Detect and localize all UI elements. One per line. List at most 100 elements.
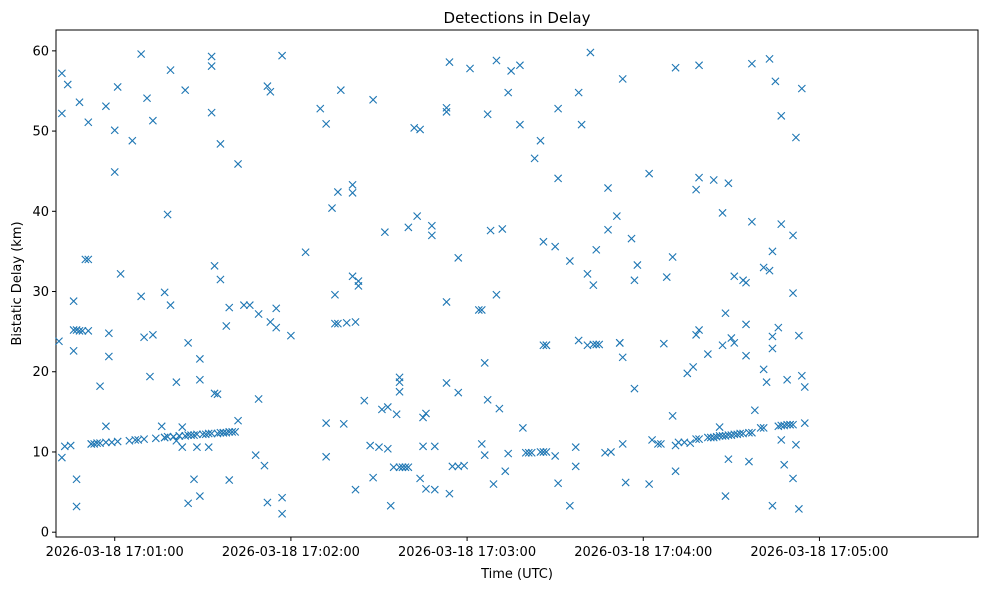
data-point [768, 247, 777, 256]
data-point [207, 429, 216, 438]
data-point [724, 455, 733, 464]
data-point [662, 273, 671, 282]
plot-frame [55, 29, 979, 538]
data-point [57, 453, 66, 462]
data-point [454, 253, 463, 262]
data-point [695, 326, 704, 335]
data-point [421, 409, 430, 418]
data-point [228, 427, 237, 436]
data-point [742, 351, 751, 360]
data-point [137, 292, 146, 301]
data-point [480, 451, 489, 460]
data-point [653, 439, 662, 448]
data-point [539, 237, 548, 246]
data-point [671, 467, 680, 476]
data-point [333, 319, 342, 328]
data-point [521, 448, 530, 457]
data-point [689, 362, 698, 371]
data-point [110, 168, 119, 176]
data-point [342, 318, 351, 327]
data-point [251, 451, 260, 460]
data-point [216, 275, 225, 284]
data-point [715, 431, 724, 440]
data-point [348, 188, 357, 197]
y-tick-label: 50 [32, 125, 49, 140]
data-point [416, 474, 425, 483]
data-point [413, 212, 422, 221]
data-point [239, 301, 248, 310]
data-point [759, 263, 768, 272]
data-point [595, 340, 604, 349]
data-point [101, 422, 110, 431]
data-point [504, 449, 513, 458]
data-point [577, 120, 586, 129]
data-point [301, 248, 310, 257]
data-point [192, 430, 201, 439]
data-point [768, 332, 777, 341]
data-point [380, 228, 389, 237]
data-point [630, 384, 639, 393]
data-point [404, 223, 413, 232]
data-point [695, 435, 704, 444]
data-point [151, 434, 160, 443]
data-point [369, 95, 378, 104]
data-point [69, 346, 78, 355]
data-point [797, 84, 806, 93]
data-point [703, 433, 712, 442]
data-point [148, 330, 157, 339]
data-point [172, 378, 181, 387]
data-point [175, 431, 184, 440]
data-point [604, 184, 613, 193]
data-point [184, 431, 193, 440]
data-point [501, 467, 510, 476]
data-point [113, 437, 122, 446]
data-point [721, 492, 730, 501]
x-tick-label: 2026-03-18 17:03:00 [398, 545, 536, 560]
data-point [774, 323, 783, 332]
data-point [427, 221, 436, 230]
data-point [430, 442, 439, 451]
y-tick-label: 10 [32, 445, 49, 460]
data-point [477, 439, 486, 448]
data-point [330, 319, 339, 328]
data-point [401, 463, 410, 472]
data-point [163, 210, 172, 219]
data-point [724, 179, 733, 188]
data-point [254, 309, 263, 318]
data-point [348, 272, 357, 281]
data-point [278, 509, 287, 518]
data-point [207, 108, 216, 117]
data-point [718, 341, 727, 350]
data-point [442, 297, 451, 306]
data-point [747, 59, 756, 68]
data-point [166, 66, 175, 75]
data-point [659, 339, 668, 348]
data-point [554, 104, 563, 113]
data-point [762, 378, 771, 387]
data-point [483, 110, 492, 119]
data-point [322, 119, 331, 128]
data-point [260, 461, 269, 470]
data-point [190, 431, 198, 440]
data-point [210, 261, 219, 270]
data-point [322, 419, 331, 428]
data-point [404, 463, 413, 472]
data-point [140, 333, 149, 342]
data-point [530, 154, 539, 163]
data-point [492, 290, 501, 299]
data-point [695, 173, 704, 182]
data-point [333, 188, 342, 197]
data-point [583, 269, 592, 278]
data-point [504, 88, 513, 97]
data-point [351, 318, 360, 326]
data-point [586, 48, 595, 57]
data-point [768, 501, 777, 510]
data-point [84, 255, 93, 264]
data-point [339, 419, 348, 428]
data-point [266, 87, 275, 96]
data-point [695, 61, 704, 70]
data-point [524, 448, 533, 457]
data-point [794, 331, 803, 340]
data-point [692, 330, 701, 339]
